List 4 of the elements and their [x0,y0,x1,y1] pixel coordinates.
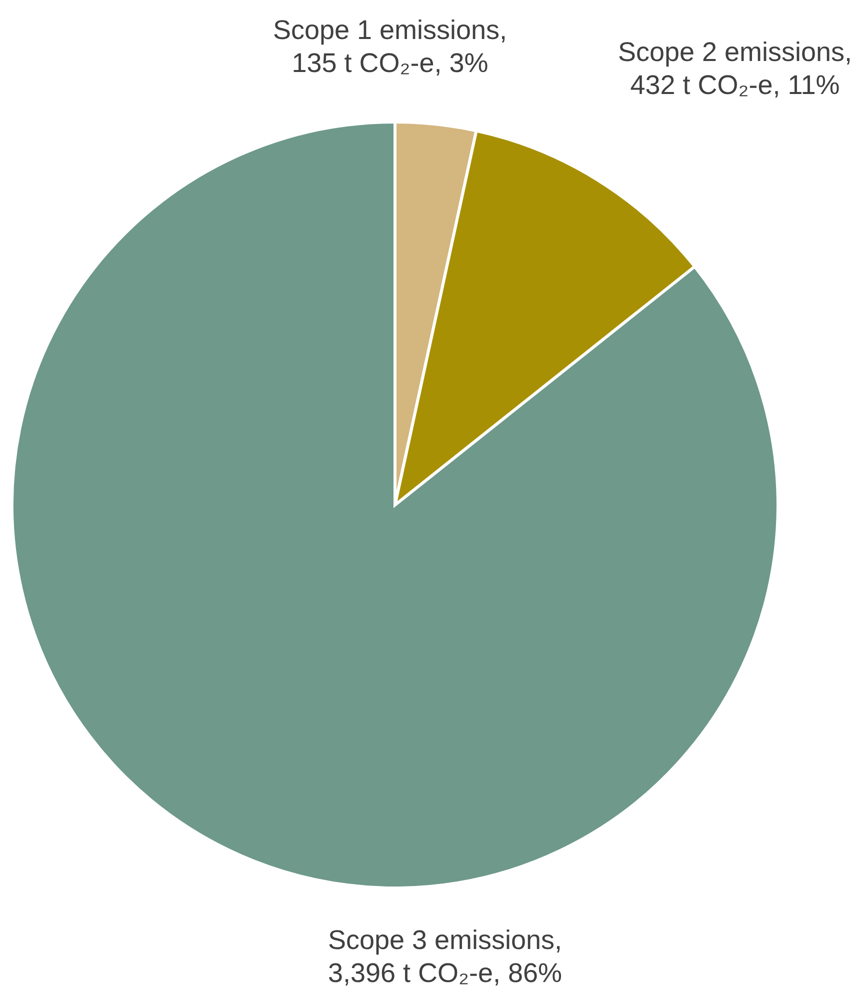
slice-label: Scope 1 emissions, 135 t CO₂-e, 3% [272,15,508,78]
pie-slice [10,120,780,889]
slice-label: Scope 3 emissions, 3,396 t CO₂-e, 86% [328,925,562,988]
slice-label: Scope 2 emissions, 432 t CO₂-e, 11% [618,37,852,100]
